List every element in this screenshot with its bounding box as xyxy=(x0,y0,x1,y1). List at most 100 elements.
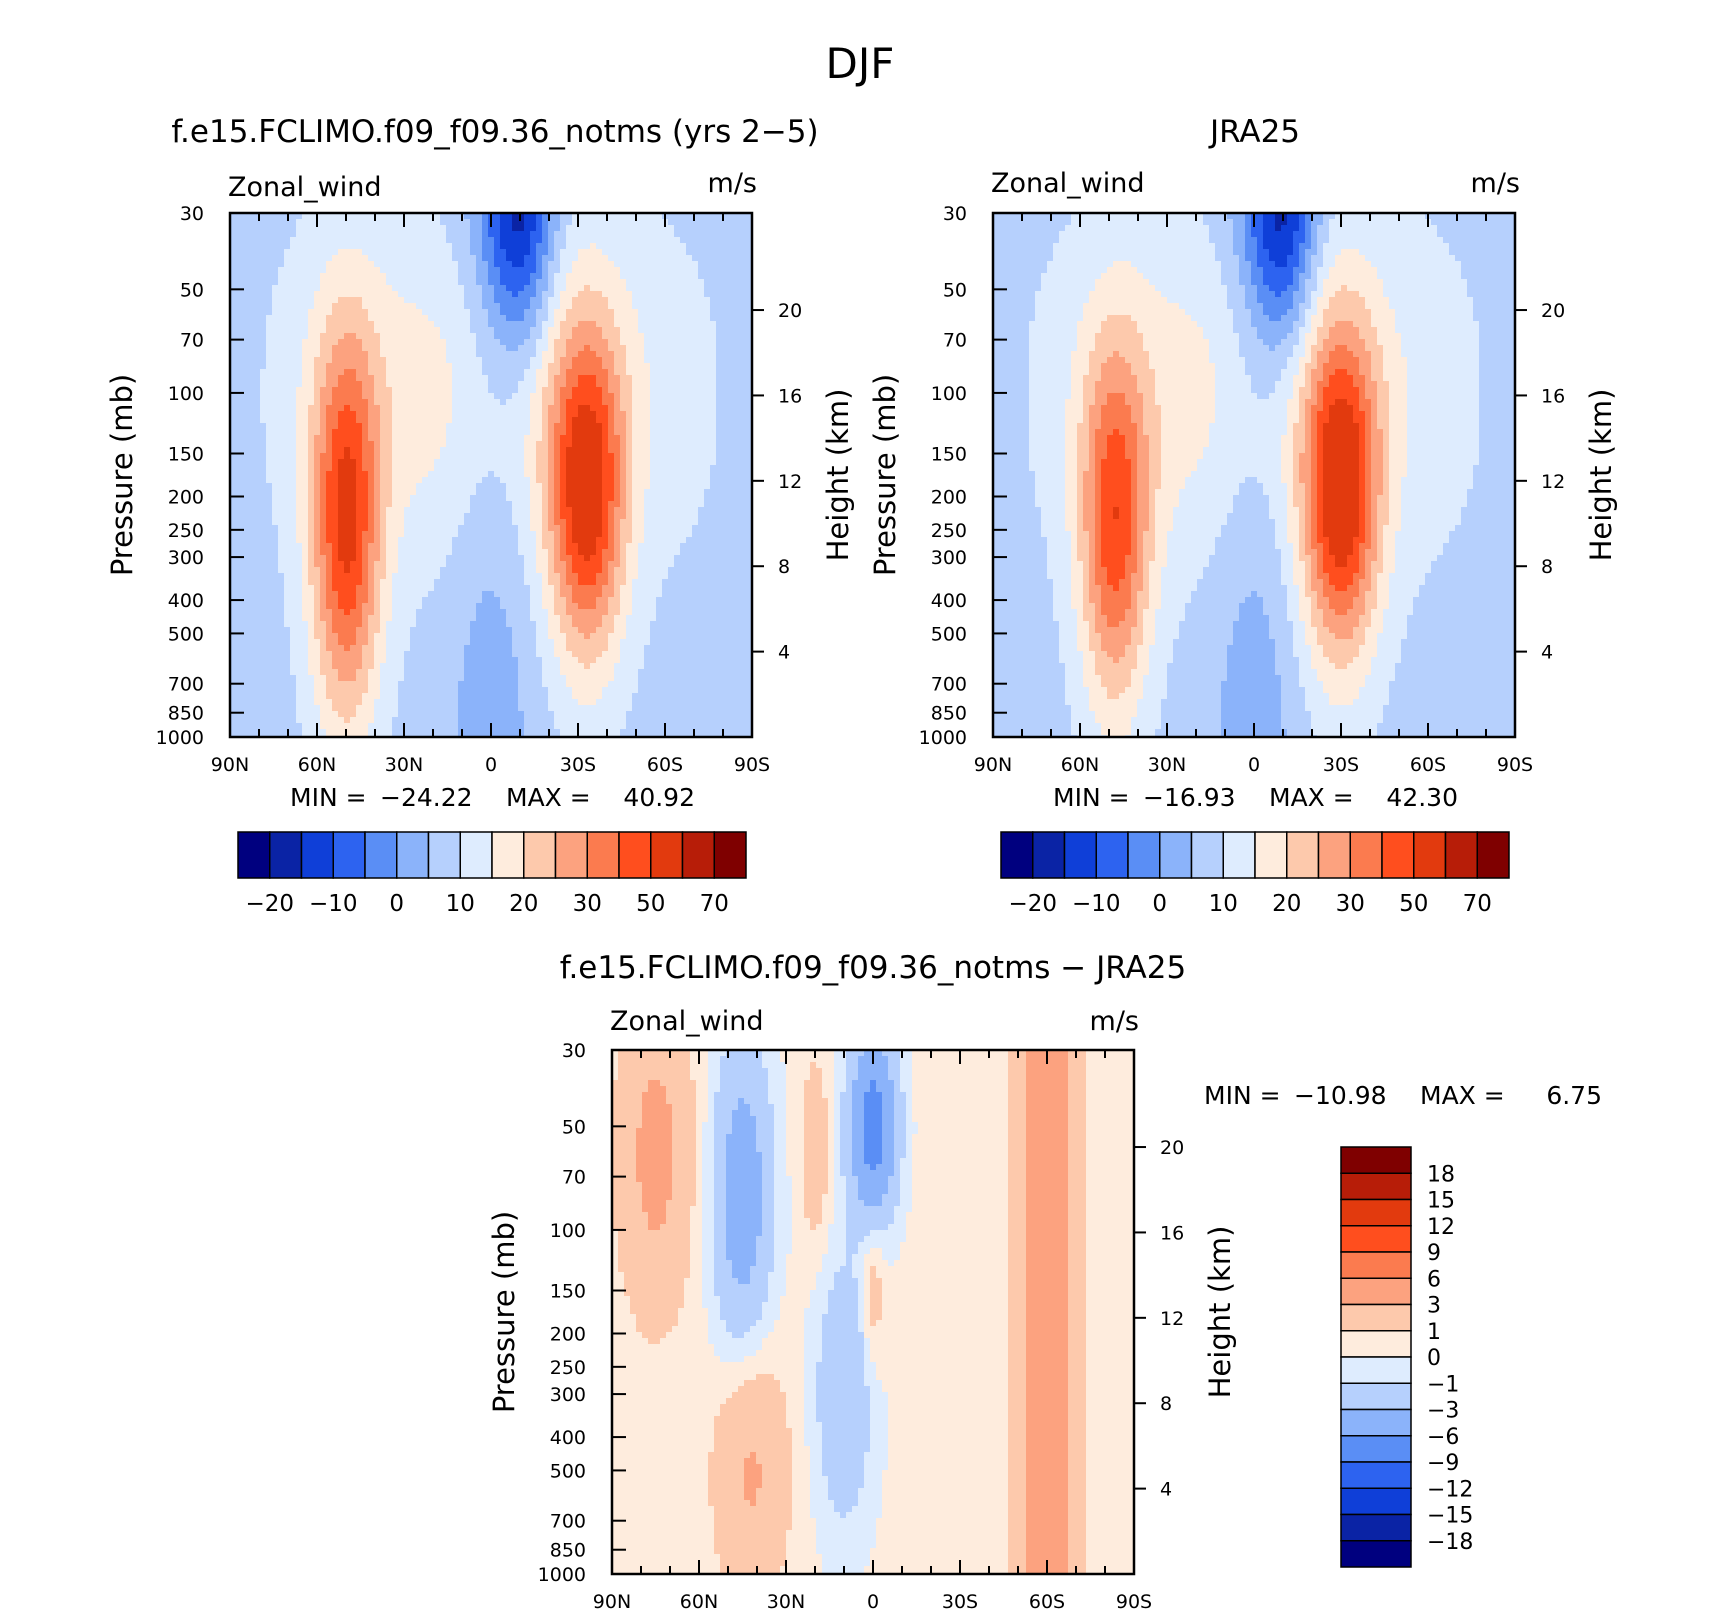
field-cell xyxy=(530,441,537,448)
field-cell xyxy=(614,525,621,532)
field-cell xyxy=(332,399,339,406)
field-cell xyxy=(254,237,261,244)
field-cell xyxy=(566,531,573,538)
field-cell xyxy=(236,381,243,388)
field-cell xyxy=(446,351,453,358)
field-cell xyxy=(386,291,393,298)
field-cell xyxy=(476,459,483,466)
field-cell xyxy=(398,273,405,280)
field-cell xyxy=(356,423,363,430)
field-cell xyxy=(596,537,603,544)
field-cell xyxy=(296,441,303,448)
field-cell xyxy=(278,447,285,454)
field-cell xyxy=(278,435,285,442)
field-cell xyxy=(482,399,489,406)
field-cell xyxy=(674,483,681,490)
field-cell xyxy=(446,417,453,424)
field-cell xyxy=(674,501,681,508)
field-cell xyxy=(644,471,651,478)
field-cell xyxy=(704,447,711,454)
field-cell xyxy=(416,531,423,538)
field-cell xyxy=(446,501,453,508)
field-cell xyxy=(698,399,705,406)
field-cell xyxy=(278,363,285,370)
field-cell xyxy=(542,381,549,388)
field-cell xyxy=(356,471,363,478)
field-cell xyxy=(410,495,417,502)
field-cell xyxy=(320,267,327,274)
field-cell xyxy=(710,273,717,280)
field-cell xyxy=(674,243,681,250)
field-cell xyxy=(368,327,375,334)
field-cell xyxy=(560,315,567,322)
field-cell xyxy=(662,405,669,412)
field-cell xyxy=(242,513,249,520)
field-cell xyxy=(248,483,255,490)
field-cell xyxy=(536,333,543,340)
field-cell xyxy=(650,339,657,346)
field-cell xyxy=(296,519,303,526)
field-cell xyxy=(278,537,285,544)
field-cell xyxy=(476,531,483,538)
field-cell xyxy=(464,519,471,526)
field-cell xyxy=(716,513,723,520)
field-cell xyxy=(398,261,405,268)
field-cell xyxy=(518,495,525,502)
field-cell xyxy=(416,351,423,358)
field-cell xyxy=(260,423,267,430)
field-cell xyxy=(530,261,537,268)
field-cell xyxy=(266,237,273,244)
field-cell xyxy=(434,447,441,454)
field-cell xyxy=(692,351,699,358)
field-cell xyxy=(416,381,423,388)
field-cell xyxy=(428,237,435,244)
field-cell xyxy=(608,339,615,346)
field-cell xyxy=(566,309,573,316)
field-cell xyxy=(380,489,387,496)
field-cell xyxy=(248,297,255,304)
field-cell xyxy=(380,435,387,442)
field-cell xyxy=(506,477,513,484)
field-cell xyxy=(392,363,399,370)
field-cell xyxy=(554,303,561,310)
field-cell xyxy=(662,375,669,382)
field-cell xyxy=(332,303,339,310)
field-cell xyxy=(338,315,345,322)
field-cell xyxy=(458,549,465,556)
field-cell xyxy=(458,381,465,388)
field-cell xyxy=(704,483,711,490)
field-cell xyxy=(470,399,477,406)
field-cell xyxy=(368,297,375,304)
field-cell xyxy=(284,285,291,292)
field-cell xyxy=(590,225,597,232)
field-cell xyxy=(638,405,645,412)
field-cell xyxy=(344,477,351,484)
field-cell xyxy=(458,513,465,520)
field-cell xyxy=(440,393,447,400)
field-cell xyxy=(236,525,243,532)
field-cell xyxy=(470,327,477,334)
field-cell xyxy=(314,279,321,286)
field-cell xyxy=(272,309,279,316)
field-cell xyxy=(698,213,705,220)
field-cell xyxy=(422,219,429,226)
field-cell xyxy=(296,255,303,262)
field-cell xyxy=(554,447,561,454)
field-cell xyxy=(476,471,483,478)
field-cell xyxy=(488,429,495,436)
field-cell xyxy=(692,429,699,436)
field-cell xyxy=(554,267,561,274)
field-cell xyxy=(368,471,375,478)
field-cell xyxy=(704,429,711,436)
field-cell xyxy=(482,231,489,238)
field-cell xyxy=(500,261,507,268)
field-cell xyxy=(260,459,267,466)
field-cell xyxy=(344,363,351,370)
field-cell xyxy=(590,297,597,304)
field-cell xyxy=(584,333,591,340)
field-cell xyxy=(572,255,579,262)
field-cell xyxy=(266,225,273,232)
field-cell xyxy=(536,321,543,328)
field-cell xyxy=(698,477,705,484)
field-cell xyxy=(308,387,315,394)
